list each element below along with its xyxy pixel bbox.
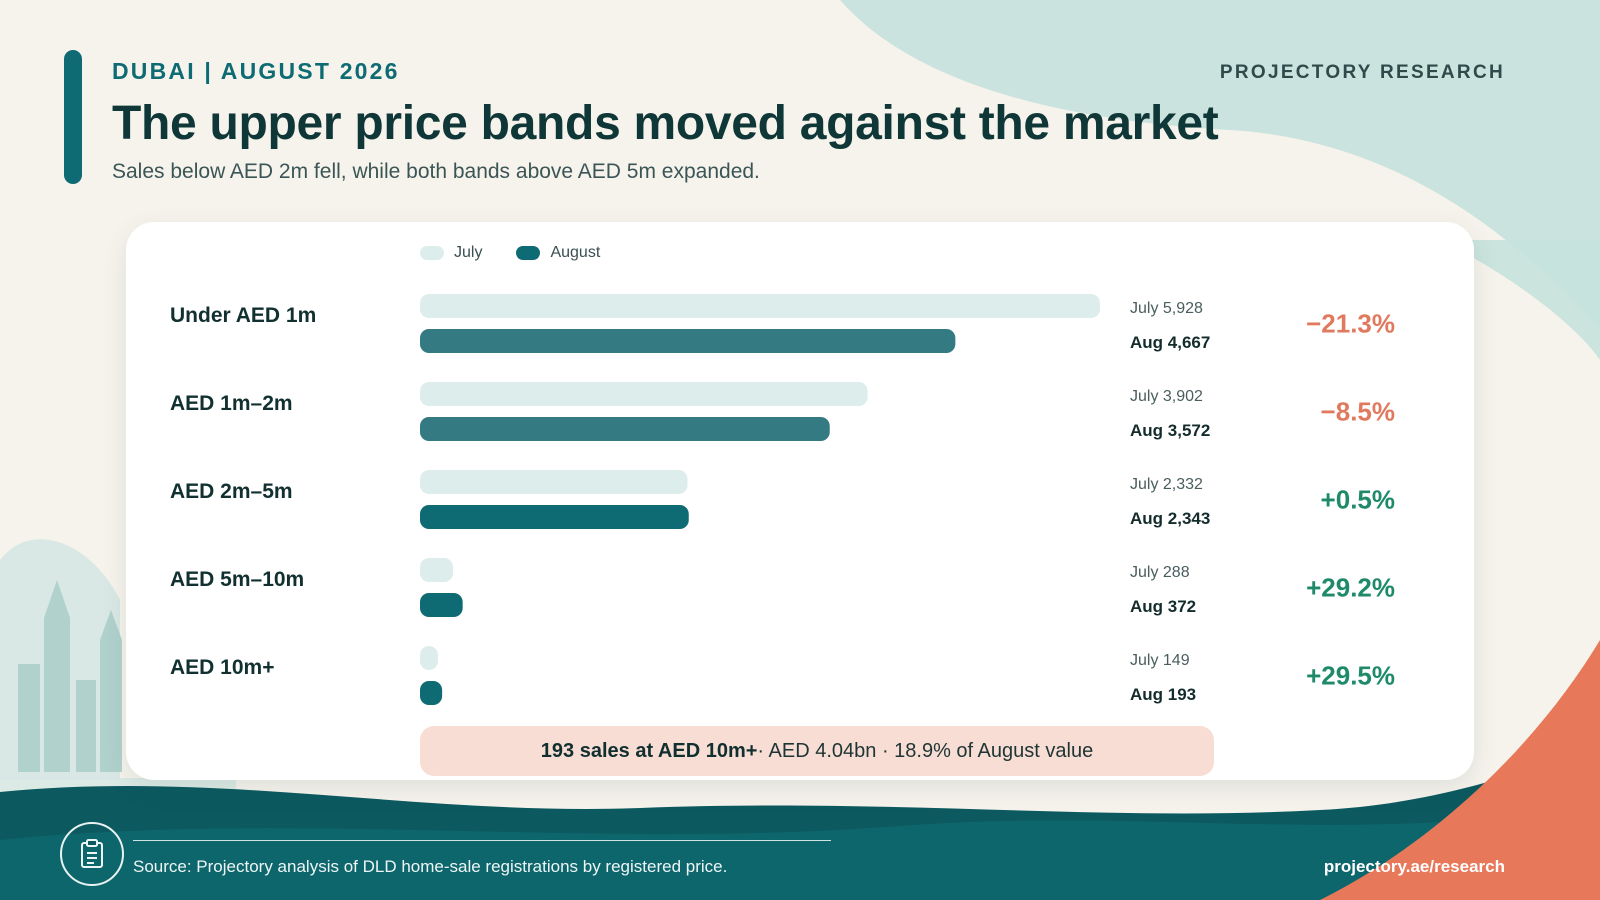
callout-detail: · AED 4.04bn · 18.9% of August value <box>757 739 1094 762</box>
source-note: Source: Projectory analysis of DLD home-… <box>133 857 728 876</box>
brand-name: PROJECTORY RESEARCH <box>1219 62 1505 83</box>
footer-divider <box>133 840 831 841</box>
summary-callout: 193 sales at AED 10m+ · AED 4.04bn · 18.… <box>420 726 1214 776</box>
title-accent-bar <box>64 50 82 184</box>
chart-card <box>126 222 1474 780</box>
legend-item-july: July <box>420 244 482 262</box>
document-icon <box>60 822 124 886</box>
legend-label-august: August <box>550 244 601 261</box>
legend-label-july: July <box>454 244 483 261</box>
chart-legend: July August <box>420 244 634 262</box>
legend-swatch-july <box>420 246 444 260</box>
research-link[interactable]: projectory.ae/research <box>1323 857 1505 876</box>
skyline-illustration <box>18 580 122 772</box>
page-title: The upper price bands moved against the … <box>112 97 1219 150</box>
legend-swatch-august <box>516 246 541 260</box>
page-subtitle: Sales below AED 2m fell, while both band… <box>112 160 760 183</box>
callout-bold: 193 sales at AED 10m+ <box>540 739 758 762</box>
legend-item-august: August <box>516 244 600 262</box>
eyebrow-label: DUBAI | AUGUST 2026 <box>112 58 400 84</box>
